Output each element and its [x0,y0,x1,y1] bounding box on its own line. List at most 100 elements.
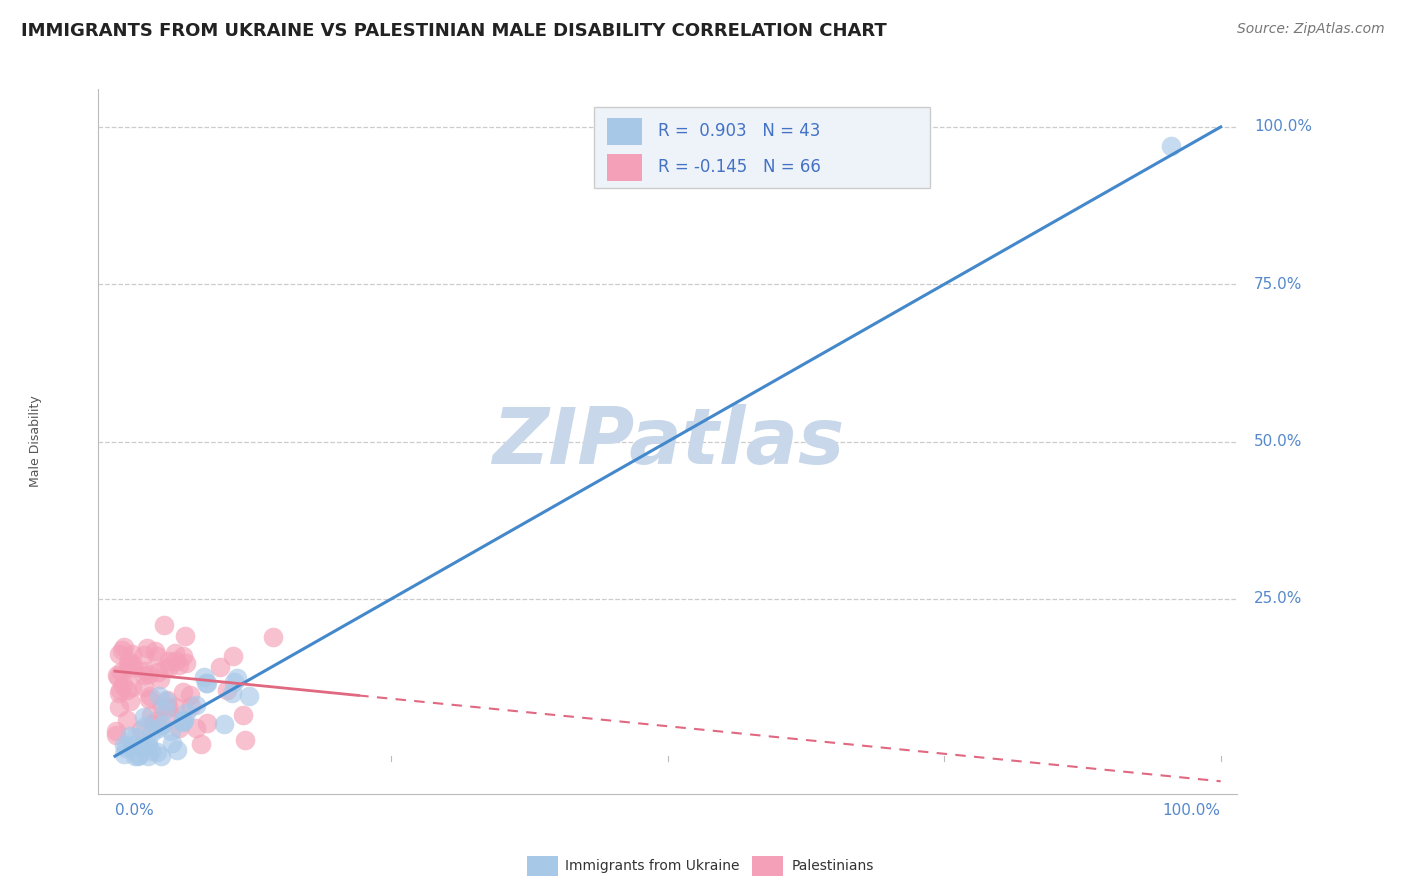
Point [141,725,163,739]
Point [115,741,138,756]
Point [194,675,217,690]
Point [167,721,190,735]
Point [129,739,152,754]
Point [136,641,159,656]
Point [165,647,187,661]
Point [134,719,156,733]
Point [1160,138,1182,153]
Text: Immigrants from Ukraine: Immigrants from Ukraine [565,859,740,873]
Point [118,661,141,675]
Point [149,672,172,686]
Point [121,680,143,694]
Point [150,718,173,732]
Point [155,694,177,708]
Text: 100.0%: 100.0% [1254,120,1312,135]
FancyBboxPatch shape [593,107,929,188]
Point [148,690,170,704]
Point [169,658,191,673]
Point [221,686,243,700]
Point [215,682,238,697]
Point [193,670,215,684]
Point [115,713,138,727]
Point [127,749,149,764]
Point [157,699,180,714]
Point [150,699,173,714]
Point [132,680,155,694]
Point [131,739,153,754]
Point [139,689,162,703]
Point [112,747,135,761]
Point [110,665,132,680]
Point [142,716,165,731]
Point [108,686,131,700]
Point [160,723,183,738]
Bar [607,118,641,145]
Point [138,739,160,753]
Point [233,733,256,747]
Text: 75.0%: 75.0% [1254,277,1302,292]
Point [105,668,128,682]
Point [208,660,231,674]
Point [173,713,195,727]
Point [104,724,127,739]
Point [212,717,235,731]
Point [159,707,181,722]
Point [195,676,218,690]
Point [132,709,155,723]
Point [262,630,284,644]
Point [238,689,260,703]
Point [153,660,176,674]
Point [124,730,146,744]
Point [118,694,141,708]
Point [174,706,197,721]
Text: IMMIGRANTS FROM UKRAINE VS PALESTINIAN MALE DISABILITY CORRELATION CHART: IMMIGRANTS FROM UKRAINE VS PALESTINIAN M… [21,22,887,40]
Point [117,682,139,697]
Text: 0.0%: 0.0% [115,804,153,818]
Point [114,640,136,654]
Point [145,643,167,657]
Point [138,692,160,706]
Point [195,716,218,731]
Point [108,682,131,697]
Point [121,648,143,662]
Point [131,723,153,737]
Point [134,664,156,678]
Point [172,714,194,729]
Point [124,749,146,764]
Point [222,649,245,664]
Point [226,671,249,685]
Point [157,654,180,668]
Point [166,743,188,757]
Point [117,654,139,668]
Point [108,700,131,714]
Point [165,700,187,714]
Point [172,648,194,663]
Text: 100.0%: 100.0% [1163,804,1220,818]
Point [122,657,145,672]
Point [121,739,143,753]
Text: ZIPatlas: ZIPatlas [492,403,844,480]
Point [148,665,170,680]
Point [132,667,155,681]
Point [165,654,187,668]
Point [179,688,201,702]
Point [107,671,129,685]
Text: R =  0.903   N = 43: R = 0.903 N = 43 [658,122,820,140]
Point [174,656,197,670]
Text: Source: ZipAtlas.com: Source: ZipAtlas.com [1237,22,1385,37]
Bar [607,154,641,181]
Point [104,728,127,742]
Point [146,648,169,663]
Point [146,745,169,759]
Point [232,707,254,722]
Point [170,714,193,729]
Text: Palestinians: Palestinians [792,859,875,873]
Point [136,736,159,750]
Point [128,747,150,762]
Point [112,738,135,752]
Point [117,657,139,671]
Point [153,618,176,632]
Point [111,678,134,692]
Point [190,737,212,751]
Text: R = -0.145   N = 66: R = -0.145 N = 66 [658,158,821,176]
